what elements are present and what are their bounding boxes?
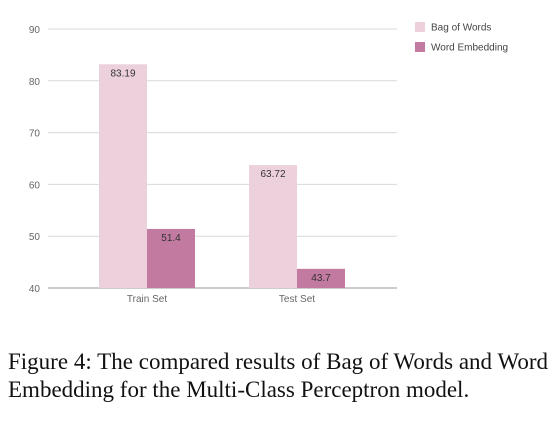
data-label: 51.4	[161, 233, 181, 244]
legend-swatch	[415, 22, 425, 32]
x-tick-label: Train Set	[127, 294, 167, 305]
bar-bag-of-words-train-set	[99, 64, 147, 288]
data-label: 63.72	[260, 169, 285, 180]
bar-chart: 40 50 60 70 80 90 83.19 51.4 63.72 43.7 Train Se…	[29, 22, 508, 305]
legend-swatch	[415, 42, 425, 52]
data-label: 43.7	[311, 273, 331, 284]
y-tick-label: 50	[29, 232, 41, 243]
x-axis-tick-labels: Train Set Test Set	[127, 294, 315, 305]
legend-label: Bag of Words	[431, 23, 491, 34]
bars	[99, 64, 345, 288]
bar-word-embedding-test-set	[297, 268, 345, 288]
bar-bag-of-words-test-set	[249, 165, 297, 288]
y-tick-label: 60	[29, 180, 41, 191]
data-labels: 83.19 51.4 63.72 43.7	[110, 68, 331, 284]
data-label: 83.19	[110, 68, 135, 79]
y-tick-label: 40	[29, 284, 41, 295]
y-tick-label: 70	[29, 129, 41, 140]
figure-caption: Figure 4: The compared results of Bag of…	[8, 349, 548, 402]
y-tick-label: 90	[29, 25, 41, 36]
x-tick-label: Test Set	[279, 294, 315, 305]
bar-word-embedding-train-set	[147, 228, 195, 288]
legend-label: Word Embedding	[431, 43, 508, 54]
y-axis-tick-labels: 40 50 60 70 80 90	[29, 25, 41, 295]
y-tick-label: 80	[29, 77, 41, 88]
legend: Bag of Words Word Embedding	[415, 22, 508, 54]
